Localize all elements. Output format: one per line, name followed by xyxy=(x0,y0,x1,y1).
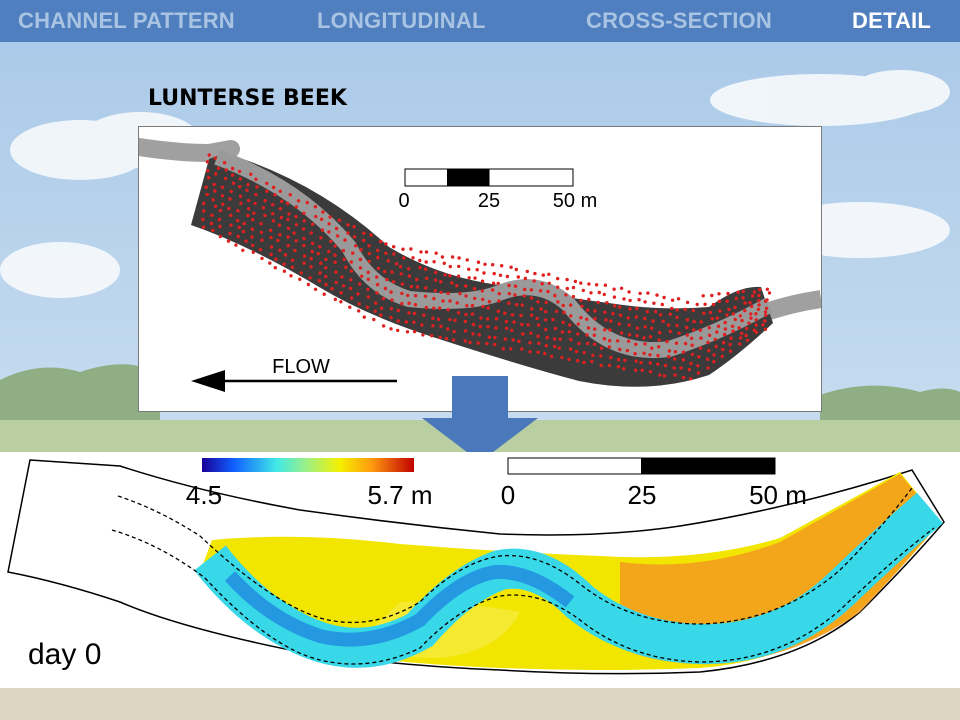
survey-map-panel: 0 25 50 m FLOW xyxy=(138,126,822,412)
scale-bar: 0 25 50 m xyxy=(398,168,597,212)
scale-label-25: 25 xyxy=(478,190,500,212)
time-label: day 0 xyxy=(28,638,101,671)
nav-cross-section[interactable]: CROSS-SECTION xyxy=(586,8,772,33)
channel-outline xyxy=(191,153,773,387)
model-scale-label-50: 50 m xyxy=(749,480,807,510)
colorbar: 4.5 5.7 m xyxy=(186,458,433,510)
flow-arrow: FLOW xyxy=(191,356,397,392)
top-navigation-bar: CHANNEL PATTERN LONGITUDINAL CROSS-SECTI… xyxy=(0,0,960,42)
survey-points xyxy=(201,153,772,381)
colorbar-min-label: 4.5 xyxy=(186,480,222,510)
down-arrow-icon xyxy=(422,376,538,462)
flow-label: FLOW xyxy=(272,356,330,378)
survey-map-figure: 0 25 50 m FLOW xyxy=(139,138,821,392)
model-scale-label-0: 0 xyxy=(501,480,515,510)
scale-label-0: 0 xyxy=(398,190,409,212)
elevation-map-figure: 4.5 5.7 m 0 25 50 m day 0 xyxy=(7,457,945,675)
elevation-model-panel: 4.5 5.7 m 0 25 50 m day 0 xyxy=(0,452,960,688)
nav-longitudinal[interactable]: LONGITUDINAL xyxy=(317,8,486,33)
model-scale-label-25: 25 xyxy=(628,480,657,510)
model-scale-bar: 0 25 50 m xyxy=(501,457,807,510)
nav-detail[interactable]: DETAIL xyxy=(852,8,932,33)
colorbar-max-label: 5.7 m xyxy=(367,480,432,510)
nav-channel-pattern[interactable]: CHANNEL PATTERN xyxy=(18,8,235,33)
page-title: LUNTERSE BEEK xyxy=(148,86,347,111)
scale-label-50: 50 m xyxy=(553,190,597,212)
